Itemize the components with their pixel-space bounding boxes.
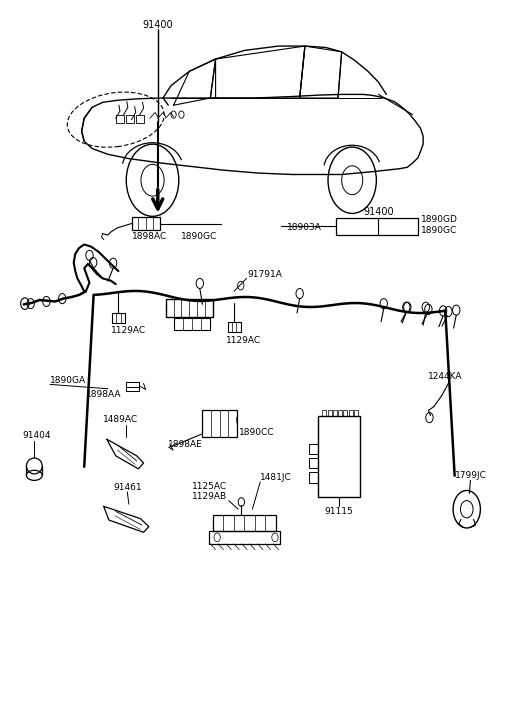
Text: 91791A: 91791A	[247, 270, 282, 279]
Text: 1489AC: 1489AC	[102, 415, 138, 425]
Text: 1129AC: 1129AC	[226, 336, 261, 345]
Bar	[333, 411, 337, 416]
Bar	[354, 411, 358, 416]
Text: 1890GD: 1890GD	[421, 214, 457, 224]
Bar	[132, 217, 160, 230]
Bar	[348, 411, 353, 416]
Bar	[136, 116, 143, 123]
Bar	[318, 416, 360, 497]
Text: 1129AB: 1129AB	[192, 492, 227, 502]
Bar	[322, 411, 327, 416]
Bar	[309, 458, 318, 468]
Bar	[202, 410, 237, 437]
Text: 1799JC: 1799JC	[455, 471, 486, 480]
Bar	[309, 473, 318, 483]
Text: 1898AC: 1898AC	[132, 232, 167, 241]
Text: 1898AA: 1898AA	[86, 390, 121, 399]
Text: 1890CC: 1890CC	[239, 428, 275, 437]
Text: 91404: 91404	[23, 431, 52, 440]
Text: 1244KA: 1244KA	[429, 372, 463, 381]
Text: 91461: 91461	[113, 483, 142, 492]
Bar	[338, 411, 342, 416]
Bar	[126, 116, 134, 123]
Bar	[343, 411, 347, 416]
Text: 1125AC: 1125AC	[192, 482, 227, 491]
Bar	[213, 515, 276, 531]
Text: 91115: 91115	[324, 507, 354, 516]
Bar	[337, 218, 418, 235]
Bar	[209, 531, 280, 544]
Text: 1890GA: 1890GA	[50, 377, 86, 385]
Text: 18903A: 18903A	[287, 223, 321, 233]
Bar	[112, 313, 125, 323]
Text: 1890GC: 1890GC	[421, 225, 457, 235]
Text: 1898AE: 1898AE	[168, 440, 203, 449]
Text: 1129AC: 1129AC	[110, 326, 145, 335]
Bar	[174, 318, 210, 329]
Bar	[328, 411, 332, 416]
Text: 91400: 91400	[142, 20, 173, 30]
Bar	[116, 116, 124, 123]
Text: 1890GC: 1890GC	[182, 232, 218, 241]
Bar	[126, 382, 140, 391]
Text: 1481JC: 1481JC	[260, 473, 292, 482]
Text: 91400: 91400	[363, 207, 394, 217]
Bar	[166, 299, 213, 316]
Bar	[309, 443, 318, 454]
Bar	[228, 322, 241, 332]
